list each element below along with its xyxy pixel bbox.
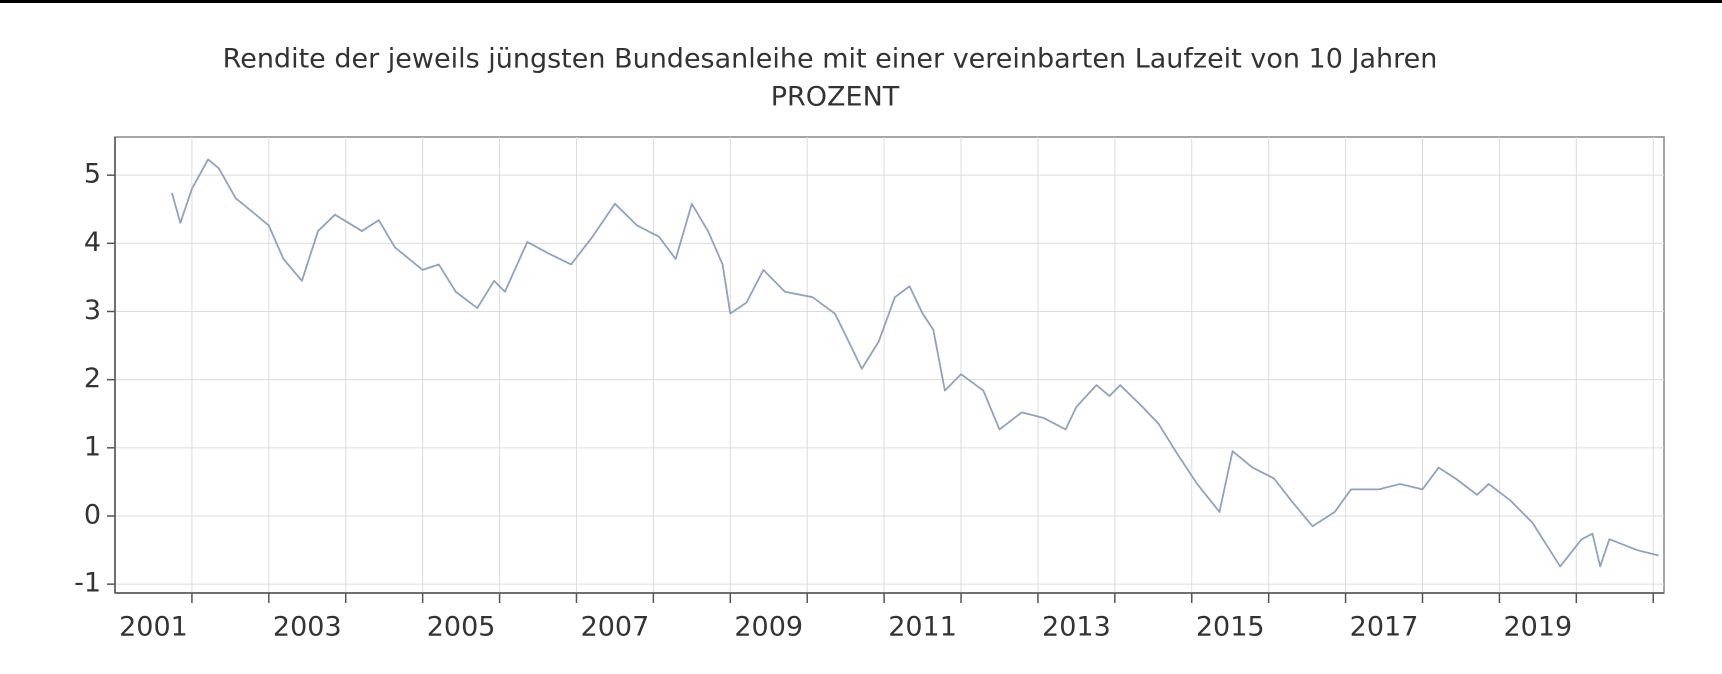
x-tick-label: 2011 [888,612,957,643]
x-tick-label: 2001 [119,612,188,643]
x-tick-label: 2013 [1042,612,1111,643]
x-tick-label: 2019 [1504,612,1573,643]
x-tick-label: 2009 [734,612,803,643]
y-tick-label: -1 [74,568,101,599]
x-tick-label: 2017 [1350,612,1419,643]
x-tick-label: 2003 [273,612,342,643]
chart-title: Rendite der jeweils jüngsten Bundesanlei… [223,44,1438,75]
data-line [171,158,1659,568]
y-tick-label: 5 [84,159,101,190]
y-tick-label: 3 [84,295,101,326]
y-tick-label: 4 [84,227,101,258]
y-tick-label: 0 [84,499,101,530]
chart-subtitle: PROZENT [771,82,900,113]
x-tick-label: 2007 [581,612,650,643]
x-tick-label: 2015 [1196,612,1265,643]
top-bar [0,0,1722,3]
y-tick-label: 1 [84,431,101,462]
y-tick-label: 2 [84,363,101,394]
plot-area [114,136,1665,594]
x-tick-label: 2005 [427,612,496,643]
